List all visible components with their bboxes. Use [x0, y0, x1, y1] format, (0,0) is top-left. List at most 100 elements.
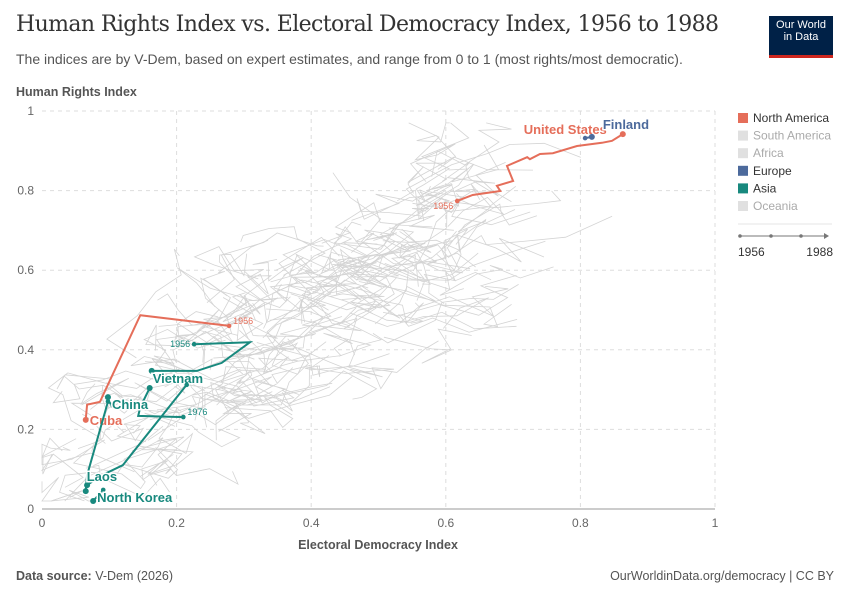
y-tick-label: 0.8 [17, 184, 34, 198]
series-trail [151, 341, 254, 372]
legend-label: Oceania [753, 199, 798, 213]
series-end-arrow [104, 394, 111, 401]
legend-item-asia[interactable]: Asia [738, 181, 777, 195]
series-trail [456, 133, 624, 202]
y-axis-label: Human Rights Index [16, 85, 137, 99]
background-country-trail [372, 284, 519, 344]
background-country-trail [378, 240, 546, 281]
series-start-point [100, 487, 106, 493]
timeline-tick [799, 234, 803, 238]
background-country-trail [329, 293, 401, 319]
background-country-trail [174, 380, 263, 402]
background-country-trail [231, 369, 258, 404]
legend-swatch [738, 201, 748, 211]
background-country-trail [263, 236, 340, 329]
background-country-trail [244, 316, 309, 357]
background-country-trail [338, 228, 439, 261]
background-country-trail [50, 489, 101, 502]
series-end-arrow [619, 131, 626, 138]
background-country-trail [116, 417, 149, 443]
background-country-trail [390, 191, 460, 251]
background-country-trail [246, 370, 378, 406]
legend-item-north-america[interactable]: North America [738, 111, 829, 125]
legend-item-europe[interactable]: Europe [738, 164, 792, 178]
legend-item-oceania[interactable]: Oceania [738, 199, 798, 213]
background-country-trail [276, 256, 343, 303]
background-country-trail [144, 412, 241, 448]
background-country-trail [421, 230, 457, 285]
series-start-year-label: 1976 [187, 407, 207, 417]
legend-item-africa[interactable]: Africa [738, 146, 784, 160]
background-country-trail [299, 259, 358, 288]
background-country-trail [122, 440, 179, 479]
background-country-trail [90, 362, 180, 410]
background-country-trail [235, 271, 291, 308]
background-country-trail [399, 231, 476, 268]
series-label: United States [524, 122, 607, 137]
background-country-trail [271, 341, 371, 379]
series-start-point [110, 403, 115, 408]
series-start-point [191, 341, 197, 347]
timeline-start-label: 1956 [738, 245, 765, 259]
background-country-trail [262, 242, 409, 339]
background-country-trail [236, 279, 330, 342]
background-country-trail [41, 477, 78, 502]
background-country-trail [240, 226, 326, 276]
background-country-trail [301, 252, 479, 311]
background-country-trail [215, 404, 252, 441]
series-label: Vietnam [153, 371, 203, 386]
background-country-trail [131, 438, 239, 486]
background-country-trail [416, 122, 457, 170]
background-country-trail [193, 246, 264, 280]
x-tick-label: 0.8 [572, 516, 589, 530]
background-country-trail [80, 377, 129, 406]
background-country-trail [106, 248, 182, 359]
background-country-trail [351, 162, 448, 221]
data-source-value: V-Dem (2026) [95, 569, 174, 583]
legend-item-south-america[interactable]: South America [738, 129, 831, 143]
background-country-trail [269, 317, 372, 357]
x-tick-label: 0.4 [303, 516, 320, 530]
series-start-year-label: 1956 [170, 339, 190, 349]
series-start-year-label: 1956 [233, 316, 253, 326]
background-country-trail [231, 275, 274, 307]
chart-subtitle: The indices are by V-Dem, based on exper… [16, 51, 683, 67]
series-end-arrow [146, 385, 153, 392]
series-start-point [226, 323, 232, 329]
owid-logo[interactable]: Our World in Data [769, 16, 833, 58]
y-tick-label: 0 [27, 502, 34, 516]
series-label: Laos [87, 469, 117, 484]
background-country-trail [341, 295, 424, 324]
background-country-trail [202, 239, 269, 324]
data-source-label: Data source: [16, 569, 92, 583]
background-country-trail [309, 355, 395, 390]
background-country-trail [374, 202, 448, 257]
background-country-trail [149, 393, 238, 426]
legend-label: Africa [753, 146, 784, 160]
series-start-point [105, 399, 111, 404]
background-country-trail [72, 437, 164, 490]
background-country-trail [158, 407, 194, 454]
logo-line-1: Our World [776, 19, 826, 31]
y-tick-label: 0.2 [17, 422, 34, 436]
background-country-trail [382, 275, 517, 317]
legend-label: South America [753, 129, 831, 143]
y-tick-label: 0.6 [17, 263, 34, 277]
background-country-trail [130, 356, 241, 380]
legend-label: North America [753, 111, 829, 125]
series-end-arrow [82, 488, 89, 495]
footer-link[interactable]: OurWorldinData.org/democracy | CC BY [610, 569, 834, 583]
series-start-point [181, 414, 186, 420]
series-end-arrow [588, 133, 595, 140]
background-country-trail [176, 267, 289, 308]
background-country-trail [351, 262, 388, 323]
background-country-trail [300, 227, 415, 312]
background-country-trail [134, 381, 206, 409]
background-country-trail [180, 309, 234, 348]
x-tick-label: 0.6 [437, 516, 454, 530]
background-country-trail [232, 398, 266, 434]
background-country-trail [153, 355, 295, 407]
legend-label: Europe [753, 164, 792, 178]
background-country-trail [81, 413, 145, 442]
background-country-trail [271, 364, 311, 405]
